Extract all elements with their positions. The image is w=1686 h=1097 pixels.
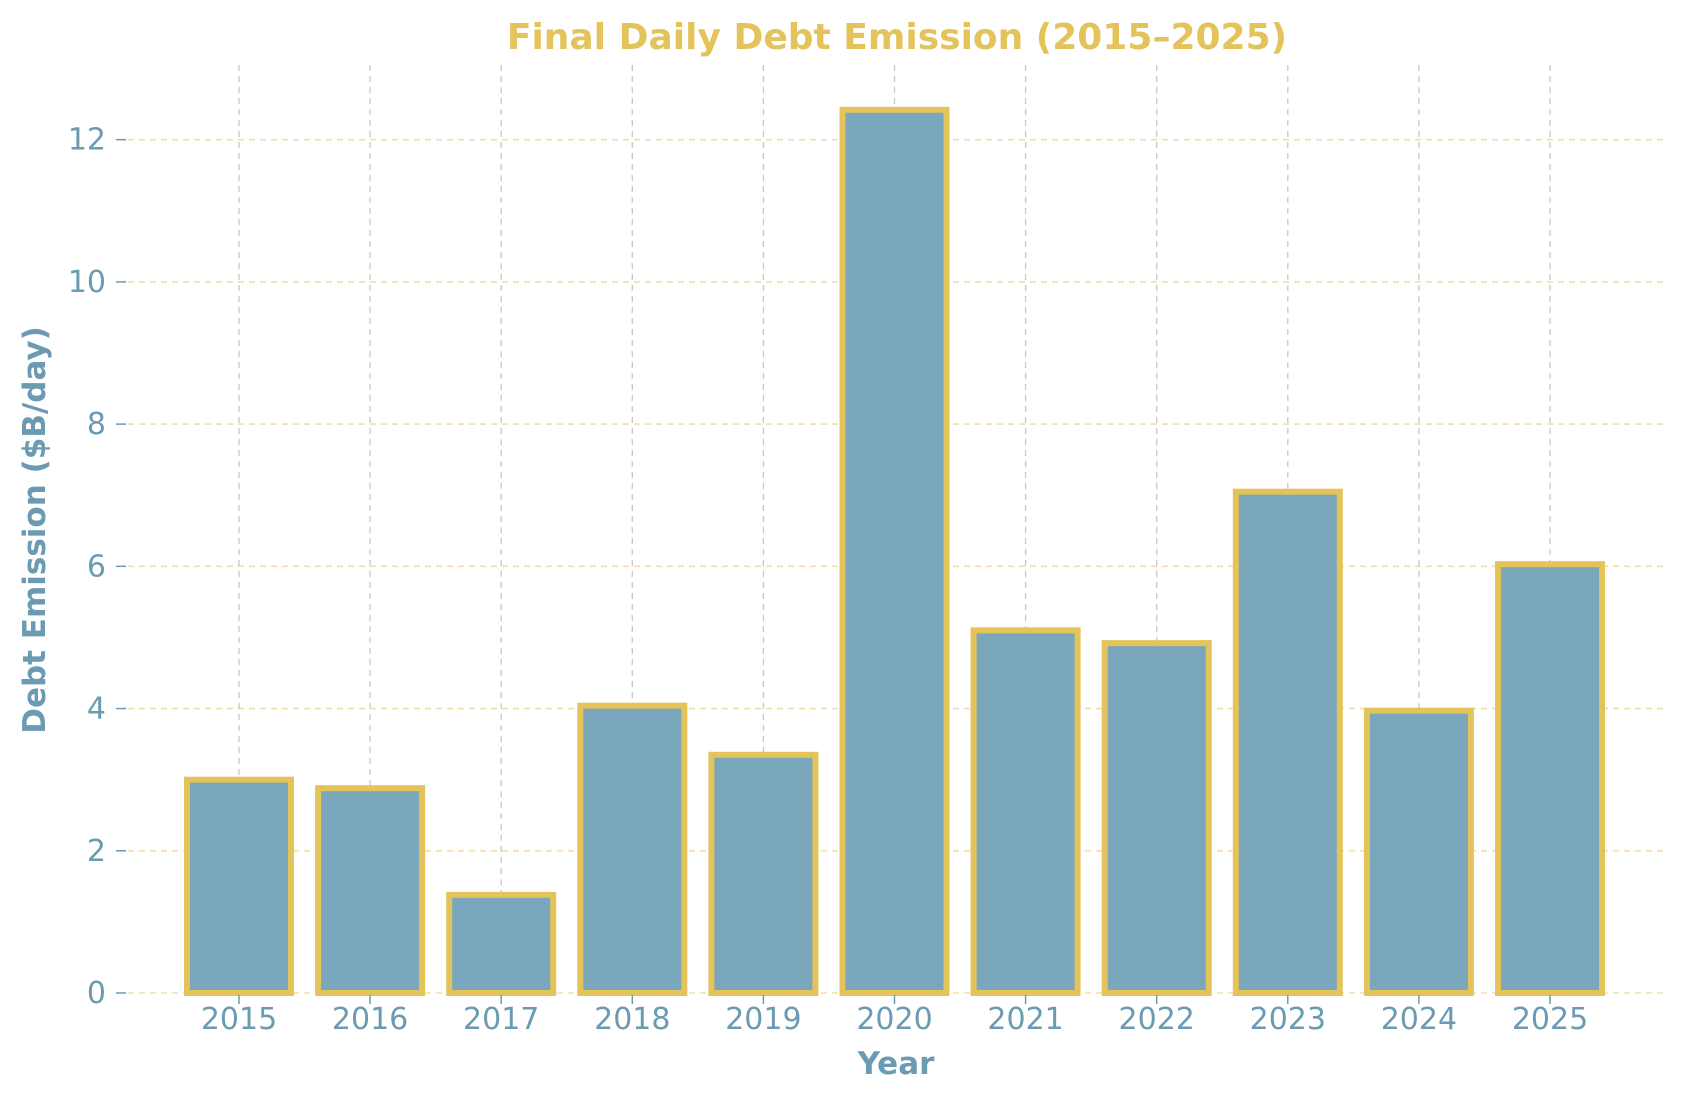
y-tick-label: 6 [87, 549, 106, 584]
bar-2023 [1232, 488, 1343, 996]
y-tick-label: 2 [87, 834, 106, 869]
x-tick-label: 2020 [856, 1002, 932, 1037]
y-tick-label: 8 [87, 407, 106, 442]
x-tick-label: 2025 [1512, 1002, 1588, 1037]
bar-2016 [315, 785, 426, 997]
x-tick-label: 2018 [594, 1002, 670, 1037]
x-tick-label: 2019 [725, 1002, 801, 1037]
y-tick-label: 0 [87, 976, 106, 1011]
bar-2018 [577, 702, 688, 996]
y-tick-label: 4 [87, 692, 106, 727]
y-axis-label: Debt Emission ($B/day) [17, 326, 53, 734]
bar-2015 [184, 776, 294, 997]
x-axis-ticks: 2015 2016 2017 2018 2019 2020 2021 2022 2023 2024… [201, 995, 1588, 1037]
x-axis-label: Year [857, 1046, 936, 1082]
x-tick-label: 2015 [201, 1002, 277, 1037]
bar-2022 [1101, 640, 1212, 997]
x-tick-label: 2023 [1250, 1002, 1326, 1037]
x-tick-label: 2022 [1119, 1002, 1195, 1037]
chart-title: Final Daily Debt Emission (2015–2025) [507, 17, 1287, 58]
bar-2019 [708, 751, 819, 996]
bar-2024 [1363, 707, 1474, 996]
bar-2017 [446, 891, 557, 996]
bar-2020 [839, 106, 950, 997]
bar-2025 [1495, 561, 1605, 996]
y-tick-label: 10 [68, 265, 106, 300]
x-tick-label: 2024 [1381, 1002, 1457, 1037]
y-tick-label: 12 [68, 123, 106, 158]
bar-2021 [970, 627, 1081, 996]
x-tick-label: 2016 [332, 1002, 408, 1037]
x-tick-label: 2021 [987, 1002, 1063, 1037]
bars [184, 106, 1605, 997]
y-axis-ticks: 0 2 4 6 8 10 12 [68, 123, 126, 1011]
x-tick-label: 2017 [463, 1002, 539, 1037]
